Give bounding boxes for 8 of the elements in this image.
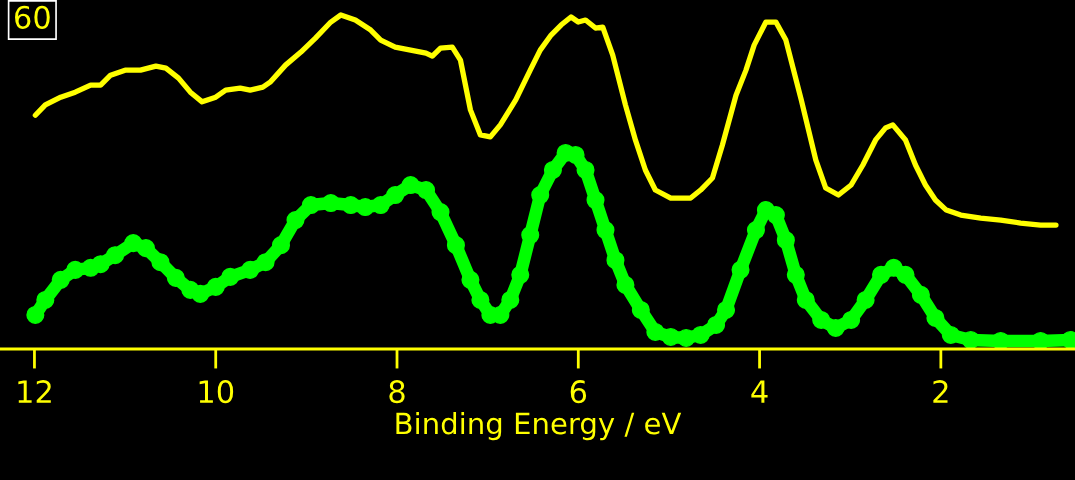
x-tick-label: 12 <box>18 380 51 403</box>
x-tick-label: 8 <box>389 380 405 404</box>
x-tick-label: 6 <box>570 380 587 404</box>
x-tick-label: 2 <box>933 380 948 403</box>
x-tick-label: 4 <box>751 380 768 403</box>
annotation: 60 <box>15 5 50 29</box>
x-tick-label: 10 <box>199 380 234 404</box>
x-axis-title: Binding Energy / eV <box>396 411 682 441</box>
